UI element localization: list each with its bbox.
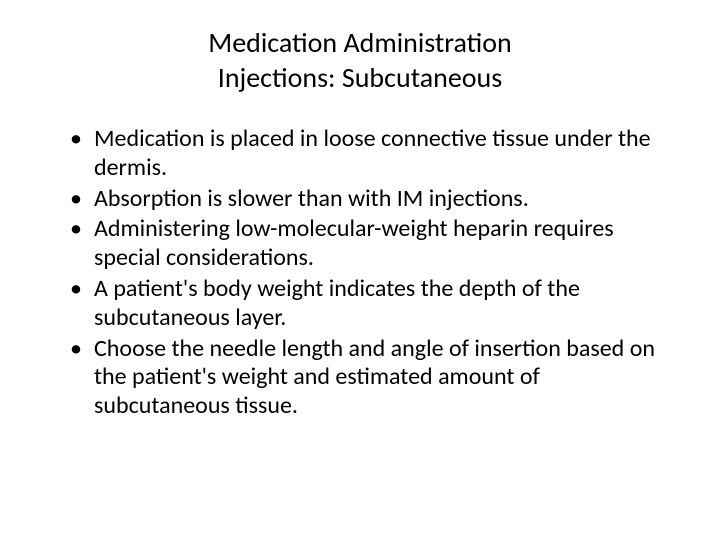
bullet-item: Administering low-molecular-weight hepar… (70, 215, 680, 273)
title-line-1: Medication Administration (40, 25, 680, 60)
bullet-item: Choose the needle length and angle of in… (70, 335, 680, 421)
bullet-item: A patient's body weight indicates the de… (70, 275, 680, 333)
slide-title: Medication Administration Injections: Su… (40, 25, 680, 95)
title-line-2: Injections: Subcutaneous (40, 60, 680, 95)
bullet-item: Absorption is slower than with IM inject… (70, 185, 680, 214)
bullet-item: Medication is placed in loose connective… (70, 125, 680, 183)
content-bullet-list: Medication is placed in loose connective… (40, 125, 680, 421)
